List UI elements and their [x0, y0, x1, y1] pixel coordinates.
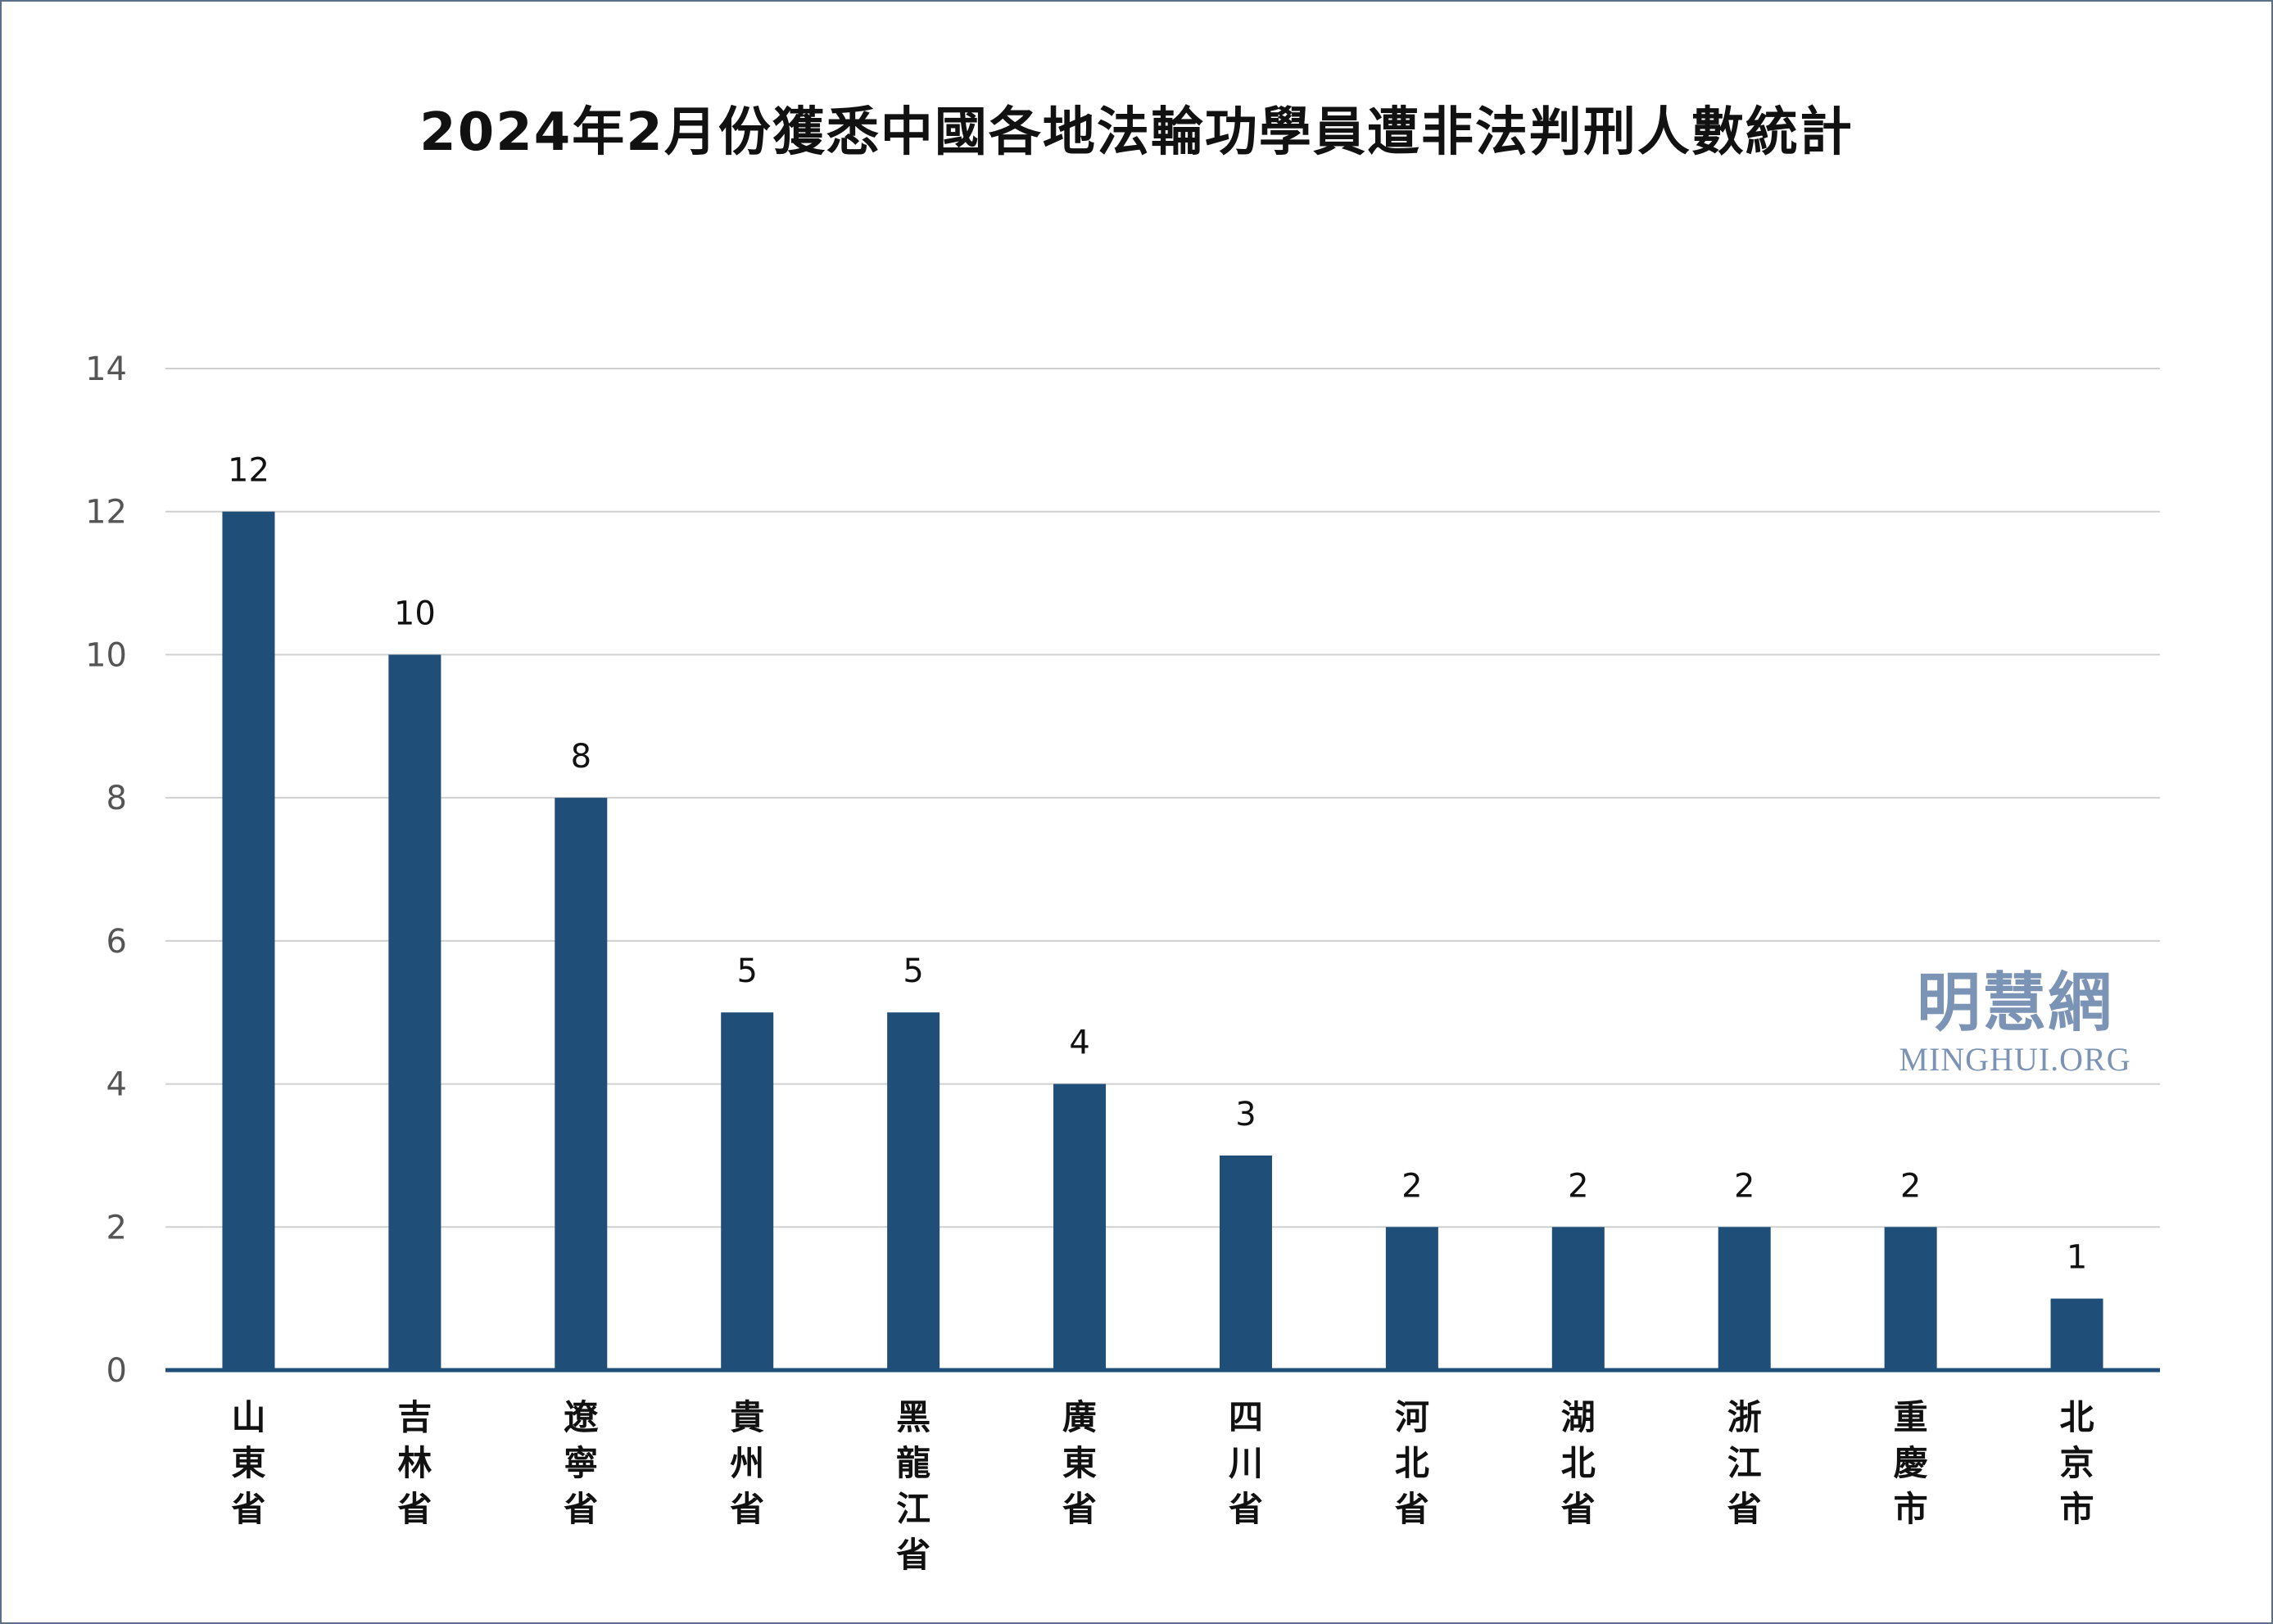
x-tick-label-char: 市 [2060, 1489, 2094, 1529]
data-label: 2 [1401, 1167, 1422, 1205]
x-tick-label-char: 省 [896, 1535, 930, 1575]
bar [2050, 1298, 2103, 1370]
data-label: 3 [1235, 1096, 1256, 1133]
y-tick-label: 14 [85, 351, 127, 388]
bar [1053, 1083, 1107, 1370]
x-tick-label-char: 省 [1395, 1489, 1429, 1529]
x-tick-label-char: 廣 [1062, 1397, 1097, 1437]
x-tick-label-char: 寧 [564, 1443, 598, 1483]
watermark-zh: 明慧網 [1916, 966, 2113, 1040]
x-tick-label-char: 省 [730, 1489, 764, 1529]
y-tick-label: 8 [106, 780, 127, 817]
x-tick-label-char: 重 [1894, 1397, 1928, 1437]
y-tick-label: 4 [106, 1066, 127, 1104]
x-tick-label-char: 川 [1229, 1443, 1263, 1483]
x-tick-label: 重慶市 [1894, 1397, 1928, 1529]
y-tick-label: 6 [106, 923, 127, 961]
data-label: 2 [1568, 1167, 1588, 1205]
x-tick-label: 山東省 [231, 1397, 265, 1529]
x-tick-label-char: 四 [1229, 1397, 1263, 1437]
bar [555, 798, 608, 1370]
data-label: 1 [2067, 1239, 2087, 1277]
watermark-en: MINGHUI.ORG [1899, 1041, 2131, 1078]
bar [887, 1012, 940, 1370]
x-tick-label-char: 省 [397, 1489, 432, 1529]
x-tick-label-char: 省 [1062, 1489, 1097, 1529]
x-tick-label-char: 北 [2060, 1397, 2094, 1437]
x-tick-label: 遼寧省 [564, 1397, 599, 1529]
data-label: 10 [394, 595, 436, 632]
x-tick-label-char: 省 [1561, 1489, 1596, 1529]
bar [721, 1012, 774, 1370]
x-tick-label-char: 林 [397, 1443, 432, 1483]
data-label: 4 [1069, 1025, 1089, 1062]
x-tick-label: 浙江省 [1727, 1397, 1762, 1529]
x-tick-label-char: 江 [1727, 1443, 1762, 1483]
bar [1219, 1155, 1272, 1370]
x-tick-label: 北京市 [2060, 1397, 2094, 1529]
y-tick-label: 10 [85, 636, 127, 674]
x-tick-label-char: 貴 [730, 1397, 764, 1437]
x-tick-label-char: 省 [1727, 1489, 1762, 1529]
x-tick-label-char: 湖 [1561, 1397, 1596, 1437]
data-label: 5 [903, 952, 923, 990]
chart-title: 2024年2月份獲悉中國各地法輪功學員遭非法判刑人數統計 [419, 102, 1854, 163]
x-tick-label-char: 江 [896, 1489, 930, 1529]
x-tick-label-char: 省 [564, 1489, 598, 1529]
x-tick-label-char: 吉 [397, 1397, 432, 1437]
minghui-watermark: 明慧網 MINGHUI.ORG [1876, 966, 2154, 1079]
x-tick-label-char: 州 [730, 1443, 764, 1483]
x-tick-label-char: 浙 [1727, 1397, 1762, 1437]
x-tick-label-char: 黑 [896, 1397, 930, 1437]
x-tick-label: 貴州省 [730, 1397, 764, 1529]
y-tick-label: 12 [85, 494, 127, 532]
bar [222, 511, 275, 1370]
x-tick-label-char: 山 [231, 1397, 265, 1437]
x-tick-label-char: 市 [1894, 1489, 1928, 1529]
data-label: 2 [1734, 1167, 1755, 1205]
x-tick-label-char: 東 [231, 1443, 265, 1483]
y-tick-label: 0 [106, 1352, 127, 1390]
gridlines [165, 368, 2160, 1228]
data-label: 2 [1900, 1167, 1921, 1205]
data-label: 8 [571, 738, 591, 776]
x-tick-label-char: 慶 [1894, 1443, 1928, 1483]
bar [1551, 1227, 1605, 1370]
x-tick-label-char: 東 [1062, 1443, 1097, 1483]
x-tick-label: 四川省 [1229, 1397, 1263, 1529]
y-tick-label: 2 [106, 1209, 127, 1246]
data-label: 5 [736, 952, 757, 990]
data-labels: 12 10 8 5 5 4 3 2 2 2 2 1 [228, 452, 2087, 1277]
x-tick-label-char: 京 [2060, 1443, 2094, 1483]
data-label: 12 [228, 452, 269, 490]
bars [222, 511, 2103, 1370]
x-tick-label-char: 河 [1395, 1397, 1429, 1437]
bar [1718, 1227, 1771, 1370]
x-tick-label-char: 北 [1561, 1443, 1596, 1483]
x-tick-label: 黑龍江省 [896, 1397, 930, 1575]
x-tick-label: 湖北省 [1561, 1397, 1596, 1529]
bar [1884, 1227, 1937, 1370]
x-tick-label-char: 省 [1229, 1489, 1263, 1529]
x-tick-label-char: 北 [1395, 1443, 1429, 1483]
bar [1385, 1227, 1438, 1370]
x-tick-label: 廣東省 [1062, 1397, 1097, 1529]
bar [388, 654, 441, 1370]
x-tick-label: 吉林省 [397, 1397, 432, 1529]
x-tick-label-char: 省 [231, 1489, 265, 1529]
x-tick-label-char: 龍 [896, 1443, 930, 1483]
x-tick-label-char: 遼 [564, 1397, 599, 1437]
x-tick-label: 河北省 [1395, 1397, 1429, 1529]
y-axis-ticks: 0 2 4 6 8 10 12 14 [85, 351, 127, 1390]
